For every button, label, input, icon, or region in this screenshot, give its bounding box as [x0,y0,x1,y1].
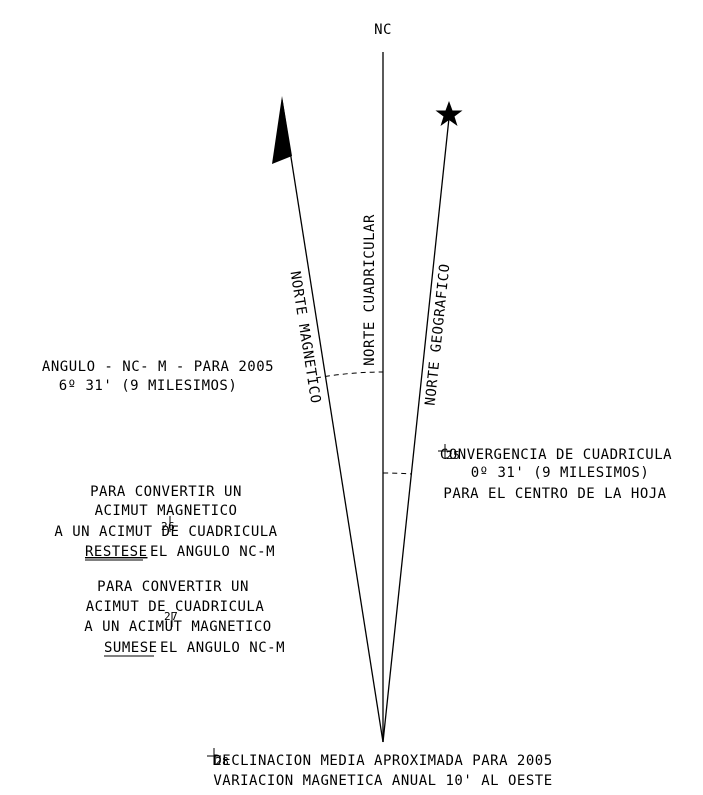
convert-cuad-marker: 26 [161,516,175,533]
convert-mag-marker-number: 27 [164,610,178,623]
convert-cuad-line1: PARA CONVERTIR UN [90,484,242,500]
nc-label: NC [374,22,392,38]
convert-cuad-line3: A UN ACIMUT DE CUADRICULA [54,524,277,540]
magnetic-north-line [281,99,384,743]
convert-mag-line1: PARA CONVERTIR UN [97,579,249,595]
convert-mag-line3: A UN ACIMUT MAGNETICO [84,619,272,635]
convert-cuad-line2: ACIMUT MAGNETICO [95,503,238,519]
footer-marker: 28 [207,748,229,768]
convert-cuad-line4-underlined: RESTESE [85,544,148,560]
convert-cuad-line4-rest: EL ANGULO NC-M [150,544,275,560]
star-icon [435,101,463,126]
norte-cuadricular-label: NORTE CUADRICULAR [362,214,378,366]
convergencia-line2: 0º 31' (9 MILESIMOS) [471,465,650,481]
convergencia-line3: PARA EL CENTRO DE LA HOJA [443,486,666,502]
norte-magnetico-label: NORTE MAGNETICO [287,270,324,405]
angulo-line2: 6º 31' (9 MILESIMOS) [59,378,238,394]
geographic-north-line [382,117,450,743]
angulo-line1: ANGULO - NC- M - PARA 2005 [42,359,274,375]
convergencia-line1: CONVERGENCIA DE CUADRICULA [440,447,672,463]
norte-geografico-label: NORTE GEOGRAFICO [423,263,454,407]
convert-mag-line2: ACIMUT DE CUADRICULA [86,599,265,615]
convert-mag-line4-rest: EL ANGULO NC-M [160,640,285,656]
convert-mag-line4-underlined: SUMESE [104,640,158,656]
convergence-arc [382,472,413,475]
convergencia-marker-number: 25 [446,449,460,462]
footer-line1: DECLINACION MEDIA APROXIMADA PARA 2005 [213,753,552,769]
convergencia-marker: 25 [438,444,460,462]
footer-marker-number: 28 [215,755,229,768]
convert-cuad-marker-number: 26 [161,520,175,533]
convert-mag-marker: 27 [164,610,178,627]
footer-line2: VARIACION MAGNETICA ANUAL 10' AL OESTE [213,773,552,789]
half-arrowhead-icon [272,96,292,164]
